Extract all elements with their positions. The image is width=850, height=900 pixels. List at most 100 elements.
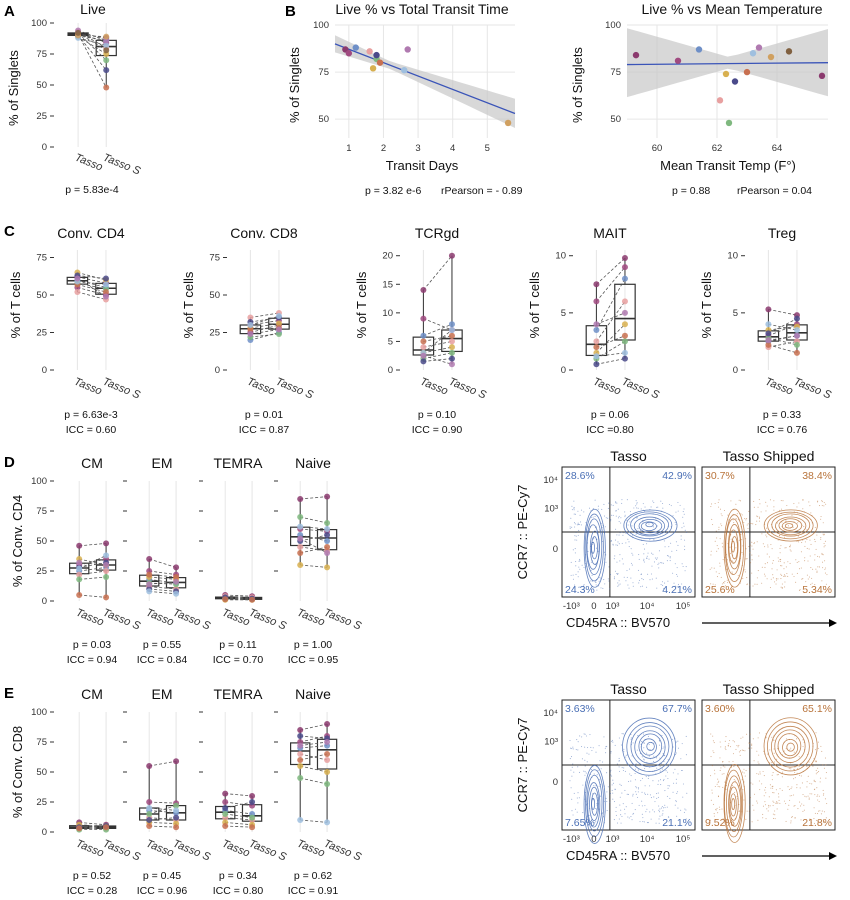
flow-d-right-event-120 <box>806 547 808 550</box>
flow-e-right-event-58 <box>793 805 795 807</box>
flow-e-left-event-81 <box>634 768 636 770</box>
panel-e-em-point-tasso-8 <box>146 805 153 811</box>
flow-e-right-event-136 <box>791 795 793 797</box>
flow-d-right-event-100 <box>783 536 786 538</box>
flow-e-left-event-109 <box>667 777 669 780</box>
flow-d-right-event-345 <box>746 517 748 520</box>
panel-b-right-point-11 <box>785 48 793 55</box>
panel-c-0-point-tassoS-9 <box>102 293 109 300</box>
flow-d-left-event-21 <box>614 570 617 572</box>
flow-d-left-event-263 <box>601 540 604 542</box>
flow-e-left-event-207 <box>611 739 614 741</box>
flow-e-right-event-54 <box>763 750 765 752</box>
flow-e-right-event-253 <box>779 788 781 790</box>
panel-c-2-pair-line-8 <box>423 329 453 354</box>
panel-c-4-title: Treg <box>768 225 796 241</box>
flow-d-right-contour-1-1 <box>784 523 794 529</box>
flow-d-left-event-163 <box>637 528 639 530</box>
flow-e-left-contour-0-7 <box>583 765 606 844</box>
flow-d-left-event-1 <box>577 534 579 536</box>
flow-d-left-event-297 <box>628 541 630 543</box>
flow-e-right-event-236 <box>798 765 800 767</box>
flow-d-right-event-232 <box>758 517 760 519</box>
panel-d-em-title: EM <box>152 455 173 471</box>
flow-d-right-event-70 <box>757 570 759 572</box>
flow-d-left-event-180 <box>605 561 607 563</box>
flow-e-left-event-367 <box>645 811 647 813</box>
flow-e-right-event-244 <box>739 750 741 752</box>
flow-d-left-event-189 <box>575 535 577 537</box>
flow-e-left-event-112 <box>597 769 599 771</box>
flow-e-left-event-221 <box>637 791 639 793</box>
flow-e-left-event-144 <box>569 758 571 760</box>
flow-e-left-event-218 <box>656 792 658 795</box>
flow-e-ytick-2: 0 <box>553 777 558 788</box>
panel-b-right-point-7 <box>743 68 751 76</box>
panel-b-left-stat-p: p = 3.82 e-6 <box>365 185 421 197</box>
flow-d-left-event-195 <box>615 544 617 546</box>
panel-c-2-point-tassoS-4 <box>448 344 455 351</box>
flow-e-left-event-0 <box>668 821 670 823</box>
flow-e-right-event-22 <box>745 770 747 772</box>
flow-d-right-event-128 <box>810 583 812 586</box>
panel-c-4-point-tasso-7 <box>765 341 772 348</box>
panel-b-right-point-8 <box>749 50 757 57</box>
flow-e-right-event-57 <box>728 740 731 742</box>
panel-e-cm-title: CM <box>81 686 103 702</box>
panel-d-cm-point-tassoS-3 <box>103 568 110 574</box>
panel-c-1-ytick-0: 0 <box>215 365 220 376</box>
flow-e-right-event-59 <box>771 762 773 764</box>
flow-d-left-event-11 <box>591 574 593 576</box>
panel-e-temra-pair-line-1 <box>225 801 253 806</box>
flow-d-left-event-206 <box>630 548 632 550</box>
flow-e-right-event-351 <box>789 795 791 797</box>
flow-e-right-event-266 <box>769 784 771 786</box>
flow-d-left-event-261 <box>571 509 573 511</box>
flow-e-left-event-244 <box>663 761 665 763</box>
flow-e-left-event-348 <box>600 795 602 797</box>
flow-e-right-event-2 <box>814 794 816 796</box>
flow-e-right-event-104 <box>807 775 809 777</box>
panel-letter-c: C <box>4 223 15 240</box>
flow-d-left-event-311 <box>613 578 615 580</box>
flow-e-left-event-98 <box>665 775 667 777</box>
panel-c-1-ytick-50: 50 <box>209 290 220 301</box>
flow-e-right-event-357 <box>817 747 819 749</box>
panel-d-naive-point-tassoS-6 <box>324 532 331 538</box>
flow-d-left-event-104 <box>570 561 572 563</box>
flow-d-left-event-224 <box>635 505 637 507</box>
flow-d-left-event-357 <box>636 507 638 509</box>
flow-e-xtick-4: 10⁵ <box>676 834 691 845</box>
panel-e-cm-p: p = 0.52 <box>73 870 111 882</box>
flow-d-left-event-211 <box>681 583 683 585</box>
flow-e-right-event-184 <box>785 748 787 750</box>
flow-e-right-event-69 <box>815 769 817 772</box>
flow-d-left-event-348 <box>574 523 576 525</box>
flow-e-right-event-238 <box>799 801 801 803</box>
flow-d-left-event-241 <box>674 585 676 587</box>
panel-a-pair-line-11 <box>77 32 107 51</box>
flow-e-right-event-116 <box>713 769 716 771</box>
flow-e-left-event-162 <box>630 738 632 740</box>
flow-e-right-event-321 <box>778 799 780 802</box>
flow-e-right-event-74 <box>719 757 721 759</box>
panel-c-3-pair-line-3 <box>596 301 626 342</box>
panel-d-letter: D <box>4 454 15 471</box>
flow-e-left-event-20 <box>671 738 674 740</box>
flow-e-right-event-70 <box>748 810 750 812</box>
flow-d-left-event-300 <box>577 510 579 512</box>
flow-e-right-event-336 <box>817 767 819 769</box>
flow-e-right-event-311 <box>738 744 740 747</box>
flow-d-right-event-82 <box>796 572 798 575</box>
panel-e-em-pair-line-6 <box>149 817 177 821</box>
panel-a-point-tassoS-11 <box>103 47 110 54</box>
flow-d-right-event-237 <box>810 512 812 514</box>
flow-e-left-event-105 <box>642 817 644 819</box>
panel-c-3-point-tasso-1 <box>593 298 600 305</box>
flow-e-right-event-180 <box>815 760 818 762</box>
flow-d-right-event-334 <box>811 582 813 584</box>
panel-a-point-tassoS-5 <box>103 57 110 64</box>
flow-d-right-event-293 <box>808 501 810 503</box>
flow-e-left-event-127 <box>660 807 663 809</box>
flow-d-right-event-127 <box>750 562 752 564</box>
